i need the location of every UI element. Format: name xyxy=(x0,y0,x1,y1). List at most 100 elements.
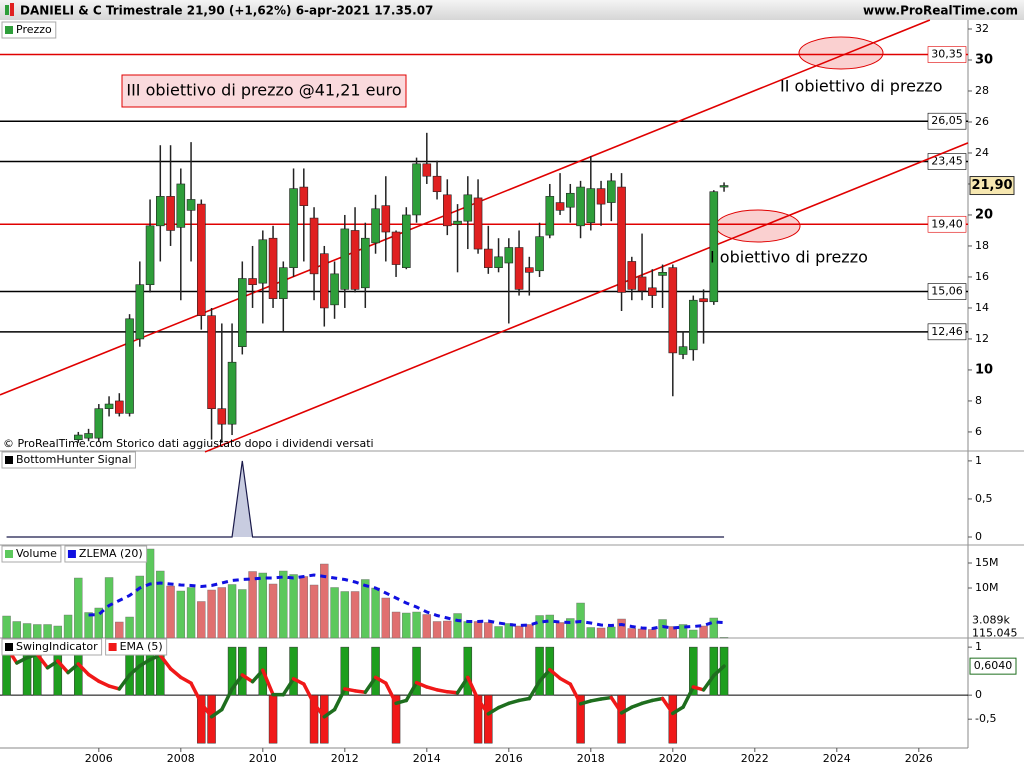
candle-body xyxy=(514,247,524,290)
legend-box xyxy=(1,21,57,39)
candle-body xyxy=(309,217,319,275)
legend-label: Volume xyxy=(16,547,57,560)
ema-segment xyxy=(76,662,91,677)
volume-bar xyxy=(217,587,227,639)
x-tick-label: 2018 xyxy=(577,752,605,765)
header-icon xyxy=(10,3,14,16)
volume-bar xyxy=(555,622,565,639)
volume-bar xyxy=(586,627,596,639)
target-ellipse xyxy=(798,36,884,70)
ema-segment xyxy=(291,677,306,686)
legend-swatch xyxy=(67,550,76,558)
candle-body xyxy=(709,191,719,303)
ema-segment xyxy=(35,652,50,670)
legend-label: BottomHunter Signal xyxy=(16,453,131,466)
swing-bar xyxy=(617,694,626,744)
level-label-box xyxy=(927,46,967,63)
level-label: 15,06 xyxy=(931,285,963,298)
volume-bar xyxy=(258,572,268,639)
y-tick-label: 8 xyxy=(975,394,982,407)
x-tick-label: 2006 xyxy=(85,752,113,765)
ema-segment xyxy=(179,675,193,685)
ema-segment xyxy=(250,668,265,684)
volume-bar xyxy=(545,614,555,639)
ema-segment xyxy=(466,675,480,702)
volume-bar xyxy=(648,629,657,639)
candle-body xyxy=(125,318,134,414)
swing-bar xyxy=(207,694,216,744)
y-tick-label: 10M xyxy=(975,581,999,594)
annotation: II obiettivo di prezzo xyxy=(780,77,943,96)
x-tick-label: 2024 xyxy=(823,752,851,765)
ema-segment xyxy=(414,680,429,689)
volume-bar xyxy=(432,621,442,639)
candle-body xyxy=(156,196,165,227)
ema-segment xyxy=(199,701,214,719)
candle-body xyxy=(289,188,298,268)
x-tick-label: 2022 xyxy=(741,752,769,765)
ema-segment xyxy=(127,664,142,677)
ema-segment xyxy=(148,653,163,662)
volume-bar xyxy=(350,591,360,639)
volume-bar xyxy=(145,548,155,639)
target-ellipse xyxy=(715,209,801,243)
volume-bar xyxy=(53,625,63,639)
legend-box xyxy=(1,545,62,563)
volume-bar xyxy=(207,589,216,639)
volume-bar xyxy=(104,577,114,639)
candle-body xyxy=(576,186,585,227)
signal-line xyxy=(6,460,725,538)
level-label-box xyxy=(927,323,967,341)
legend-box xyxy=(1,638,103,656)
legend-swatch xyxy=(5,26,13,34)
y-tick-label: 20 xyxy=(975,207,993,222)
level-label: 26,05 xyxy=(931,114,963,127)
volume-bar xyxy=(453,613,462,639)
annotation: I obiettivo di prezzo xyxy=(710,248,868,267)
legend-box xyxy=(1,451,136,469)
volume-bar xyxy=(320,563,329,639)
ema-segment xyxy=(671,705,685,716)
candle-body xyxy=(381,205,391,233)
candle-body xyxy=(115,400,124,414)
y-tick-label: 26 xyxy=(975,115,989,128)
volume-bar xyxy=(371,587,380,639)
candle-body xyxy=(135,284,145,340)
ema-segment xyxy=(568,682,583,706)
ema-segment xyxy=(138,657,152,668)
x-tick-label: 2016 xyxy=(495,752,523,765)
candle-body xyxy=(94,408,104,439)
volume-bar xyxy=(443,620,452,639)
volume-bar xyxy=(504,623,514,639)
candle-body xyxy=(678,346,688,355)
volume-bar xyxy=(84,612,93,639)
volume-bar xyxy=(463,621,473,639)
candle-body xyxy=(248,278,257,286)
legend-box xyxy=(64,545,148,563)
y-tick-label: 32 xyxy=(975,22,989,35)
annotation: III obiettivo di prezzo @41,21 euro xyxy=(126,81,401,100)
candle-body xyxy=(361,237,370,289)
volume-bar xyxy=(412,611,421,639)
y-tick-label: 30 xyxy=(975,52,993,67)
volume-bar xyxy=(525,624,534,639)
volume-bar xyxy=(617,618,626,639)
candle-body xyxy=(84,433,93,439)
candle-body xyxy=(186,199,196,211)
candle-body xyxy=(207,315,216,409)
volume-bar xyxy=(689,629,698,639)
ema-segment xyxy=(630,701,644,709)
swing-bar xyxy=(576,694,585,744)
volume-bar xyxy=(63,614,73,639)
trend-line xyxy=(204,142,969,453)
ema-segment xyxy=(15,655,29,665)
level-label-box xyxy=(927,112,967,130)
ema-segment xyxy=(240,673,255,684)
candle-body xyxy=(668,267,678,354)
ema-last-label: 0,6040 xyxy=(974,659,1013,672)
ema-segment xyxy=(168,666,183,680)
volume-bar xyxy=(309,584,319,639)
volume-bar xyxy=(391,611,401,639)
ema-segment xyxy=(373,675,388,685)
ema-segment xyxy=(578,699,593,706)
